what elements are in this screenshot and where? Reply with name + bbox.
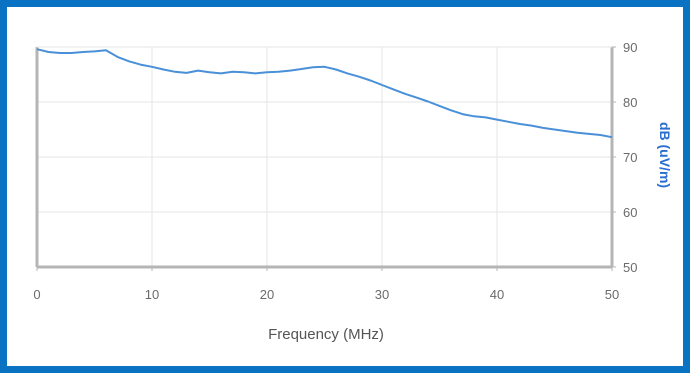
x-tick-label-20: 20 <box>260 287 274 302</box>
x-tick-label-10: 10 <box>145 287 159 302</box>
y-tick-label-70: 70 <box>623 150 637 165</box>
y-tick-label-60: 60 <box>623 205 637 220</box>
x-tick-label-30: 30 <box>375 287 389 302</box>
chart-series <box>36 48 613 139</box>
y-tick-label-80: 80 <box>623 95 637 110</box>
x-axis-label: Frequency (MHz) <box>268 326 384 343</box>
x-tick-label-0: 0 <box>33 287 40 302</box>
series-line-0 <box>36 48 613 139</box>
x-tick-label-40: 40 <box>490 287 504 302</box>
y-axis-label: dB (uV/m) <box>657 122 673 188</box>
chart-grid <box>37 47 612 267</box>
y-tick-label-50: 50 <box>623 260 637 275</box>
chart-ticks: 0 10 20 30 40 50 50 60 70 80 90 <box>33 40 637 302</box>
y-tick-label-90: 90 <box>623 40 637 55</box>
x-tick-label-50: 50 <box>605 287 619 302</box>
